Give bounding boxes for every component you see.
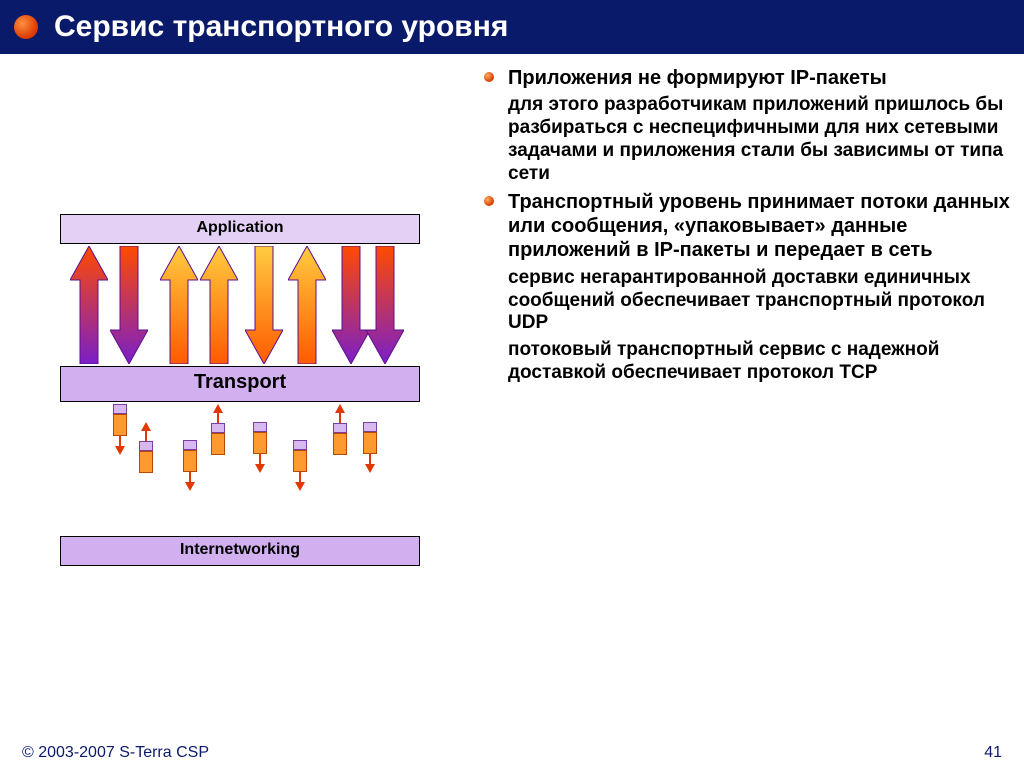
text-area: Приложения не формируют IP-пакеты для это… bbox=[480, 66, 1010, 706]
packet-icon bbox=[180, 440, 200, 491]
packet-icon bbox=[360, 422, 380, 473]
packet-flow bbox=[100, 404, 420, 534]
packet-icon bbox=[136, 422, 156, 473]
flow-arrow bbox=[110, 246, 148, 364]
slide-content: Application Transport Internetworking Пр… bbox=[0, 54, 1024, 706]
layer-internetworking: Internetworking bbox=[60, 536, 420, 566]
layer-transport: Transport bbox=[60, 366, 420, 402]
layer-application: Application bbox=[60, 214, 420, 244]
flow-arrows bbox=[70, 246, 430, 364]
packet-icon bbox=[330, 404, 350, 455]
header-bullet-icon bbox=[14, 15, 38, 39]
bullet-lvl2: для этого разработчикам приложений пришл… bbox=[480, 94, 1010, 185]
bullet-lvl2: сервис негарантированной доставки единич… bbox=[480, 267, 1010, 335]
flow-arrow bbox=[70, 246, 108, 364]
bullet-lvl1: Транспортный уровень принимает потоки да… bbox=[480, 190, 1010, 263]
page-number: 41 bbox=[984, 744, 1002, 762]
packet-icon bbox=[208, 404, 228, 455]
packet-icon bbox=[290, 440, 310, 491]
flow-arrow bbox=[332, 246, 370, 364]
copyright: © 2003-2007 S-Terra CSP bbox=[22, 744, 209, 762]
bullet-lvl1: Приложения не формируют IP-пакеты bbox=[480, 66, 1010, 90]
slide-footer: © 2003-2007 S-Terra CSP 41 bbox=[0, 744, 1024, 762]
flow-arrow bbox=[288, 246, 326, 364]
flow-arrow bbox=[366, 246, 404, 364]
slide-title: Сервис транспортного уровня bbox=[54, 10, 508, 44]
packet-icon bbox=[250, 422, 270, 473]
flow-arrow bbox=[245, 246, 283, 364]
diagram-area: Application Transport Internetworking bbox=[0, 66, 480, 706]
packet-icon bbox=[110, 404, 130, 455]
bullet-list: Приложения не формируют IP-пакеты для это… bbox=[480, 66, 1010, 385]
bullet-lvl2: потоковый транспортный сервис с надежной… bbox=[480, 339, 1010, 385]
flow-arrow bbox=[160, 246, 198, 364]
slide-header: Сервис транспортного уровня bbox=[0, 0, 1024, 54]
flow-arrow bbox=[200, 246, 238, 364]
